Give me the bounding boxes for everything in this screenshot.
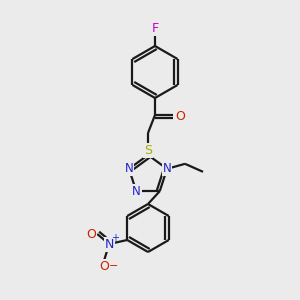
Text: N: N	[132, 185, 141, 198]
Text: N: N	[104, 238, 114, 250]
Text: N: N	[124, 162, 134, 175]
Text: F: F	[152, 22, 159, 34]
Text: −: −	[109, 261, 118, 271]
Text: O: O	[99, 260, 109, 272]
Text: +: +	[111, 233, 119, 243]
Text: N: N	[163, 162, 171, 175]
Text: S: S	[144, 143, 152, 157]
Text: O: O	[175, 110, 185, 123]
Text: O: O	[86, 227, 96, 241]
